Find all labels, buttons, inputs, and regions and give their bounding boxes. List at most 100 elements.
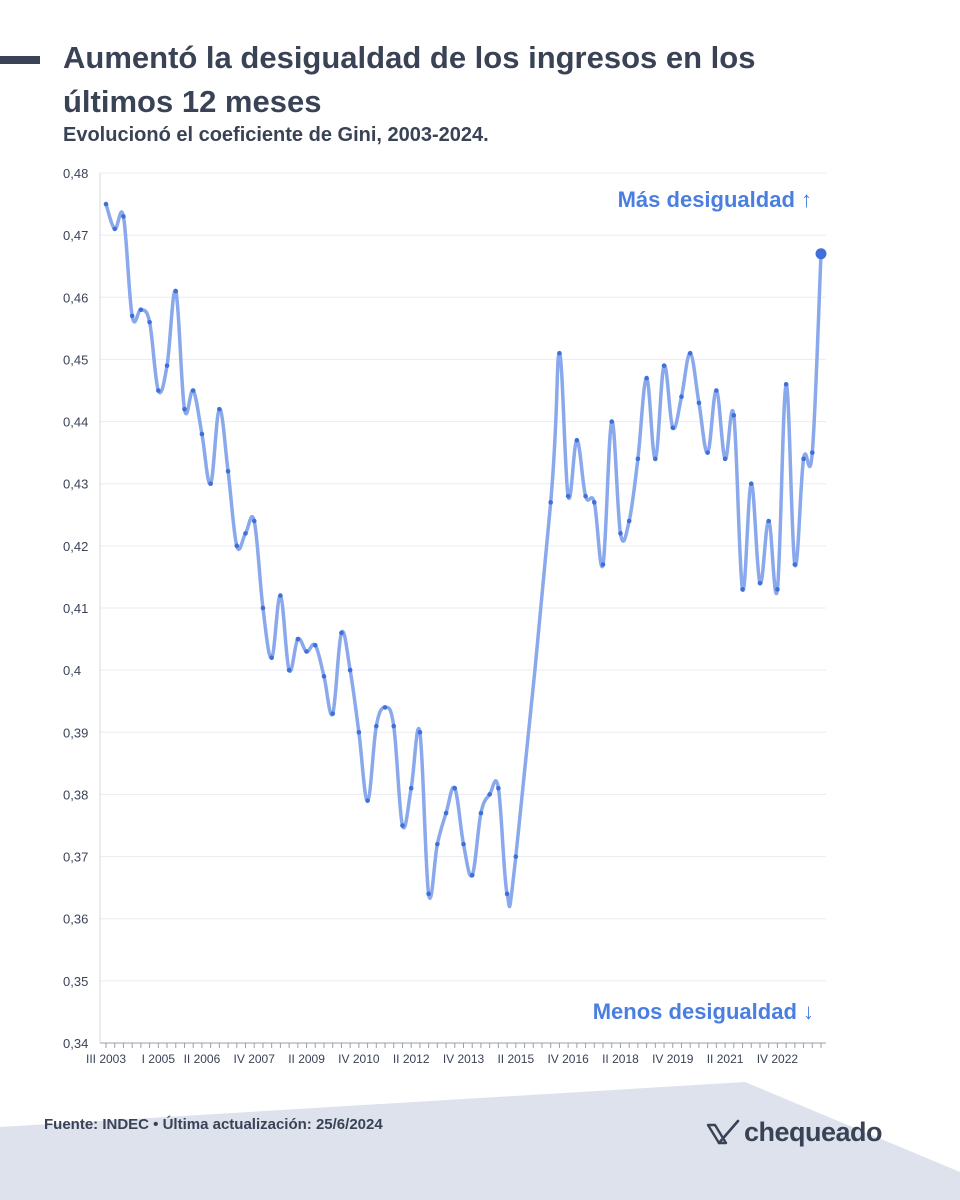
data-point — [112, 226, 118, 232]
x-tick-label: IV 2022 — [757, 1052, 799, 1066]
data-point — [286, 667, 292, 673]
data-point — [722, 456, 728, 462]
data-point — [243, 531, 248, 536]
y-tick-label: 0,44 — [63, 415, 88, 430]
data-point — [504, 891, 510, 897]
x-tick-label: II 2009 — [288, 1052, 325, 1066]
data-point — [408, 785, 414, 791]
y-tick-label: 0,36 — [63, 912, 88, 927]
data-point — [757, 580, 763, 586]
y-tick-label: 0,34 — [63, 1036, 88, 1051]
y-tick-label: 0,39 — [63, 725, 88, 740]
y-tick-label: 0,38 — [63, 787, 88, 802]
data-point — [731, 413, 737, 418]
data-point — [687, 350, 693, 356]
brand-name: chequeado — [744, 1117, 883, 1147]
data-point — [452, 785, 458, 791]
data-point — [330, 711, 336, 716]
data-point — [278, 593, 283, 598]
data-point — [103, 201, 109, 207]
y-tick-label: 0,37 — [63, 850, 88, 865]
data-point — [182, 406, 187, 412]
y-tick-label: 0,35 — [63, 974, 88, 989]
data-point — [225, 468, 231, 474]
data-point — [443, 810, 449, 816]
data-point — [574, 437, 580, 443]
data-point — [164, 363, 170, 368]
y-tick-label: 0,4 — [63, 663, 81, 678]
data-point — [618, 531, 623, 536]
title-accent-bar — [0, 56, 40, 64]
data-point — [417, 729, 423, 735]
x-tick-label: II 2021 — [707, 1052, 744, 1066]
data-point — [190, 388, 196, 393]
data-point — [374, 723, 379, 729]
data-point — [775, 587, 780, 592]
data-point — [234, 543, 240, 549]
data-point — [653, 456, 658, 462]
data-point — [147, 319, 152, 325]
data-point — [661, 363, 667, 368]
data-point — [400, 823, 405, 828]
data-point — [548, 500, 553, 505]
data-point — [295, 636, 301, 642]
x-tick-label: II 2012 — [393, 1052, 430, 1066]
data-point — [156, 388, 161, 393]
data-point — [321, 674, 327, 679]
x-tick-label: IV 2016 — [547, 1052, 589, 1066]
data-point — [347, 667, 353, 673]
data-point — [600, 562, 606, 567]
data-point — [513, 854, 519, 859]
chequeado-logo[interactable]: chequeado — [706, 1117, 883, 1148]
data-point — [591, 500, 597, 505]
data-point — [269, 655, 274, 661]
x-tick-label: IV 2007 — [234, 1052, 276, 1066]
y-tick-label: 0,41 — [63, 601, 88, 616]
data-point — [609, 419, 615, 424]
data-point — [478, 810, 484, 816]
data-point — [740, 587, 745, 592]
data-point — [217, 406, 222, 412]
x-tick-label: II 2015 — [497, 1052, 534, 1066]
data-point — [461, 841, 466, 847]
y-tick-label: 0,48 — [63, 166, 88, 181]
y-tick-label: 0,46 — [63, 290, 88, 305]
data-point — [635, 456, 641, 462]
source-note: Fuente: INDEC • Última actualización: 25… — [44, 1116, 383, 1133]
more-inequality-label: Más desigualdad ↑ — [617, 187, 812, 212]
x-tick-label: IV 2019 — [652, 1052, 694, 1066]
data-point — [304, 649, 309, 654]
data-point — [557, 350, 562, 356]
data-point — [583, 493, 588, 499]
data-point — [129, 313, 135, 319]
data-point — [487, 792, 492, 797]
x-tick-label: IV 2013 — [443, 1052, 485, 1066]
data-point — [382, 705, 388, 710]
data-point — [809, 450, 815, 455]
data-point — [138, 307, 144, 313]
chart-subtitle: Evolucionó el coeficiente de Gini, 2003-… — [63, 124, 489, 146]
check-logo-icon — [706, 1119, 740, 1144]
data-point — [679, 394, 684, 400]
data-point — [783, 381, 789, 387]
data-point — [792, 562, 798, 567]
data-point — [260, 605, 266, 611]
y-tick-label: 0,42 — [63, 539, 88, 554]
data-point — [391, 723, 397, 729]
x-tick-label: IV 2010 — [338, 1052, 380, 1066]
data-point — [801, 456, 806, 462]
data-point — [644, 375, 649, 381]
y-tick-label: 0,43 — [63, 477, 88, 492]
data-point — [173, 288, 179, 294]
chart-title: Aumentó la desigualdad de los ingresos e… — [63, 40, 756, 119]
data-point — [696, 400, 702, 406]
x-tick-label: II 2018 — [602, 1052, 639, 1066]
data-point — [121, 214, 126, 219]
data-point — [251, 518, 257, 524]
data-point — [766, 518, 771, 524]
data-point — [199, 431, 205, 437]
data-point — [339, 630, 344, 636]
data-point — [496, 785, 501, 791]
